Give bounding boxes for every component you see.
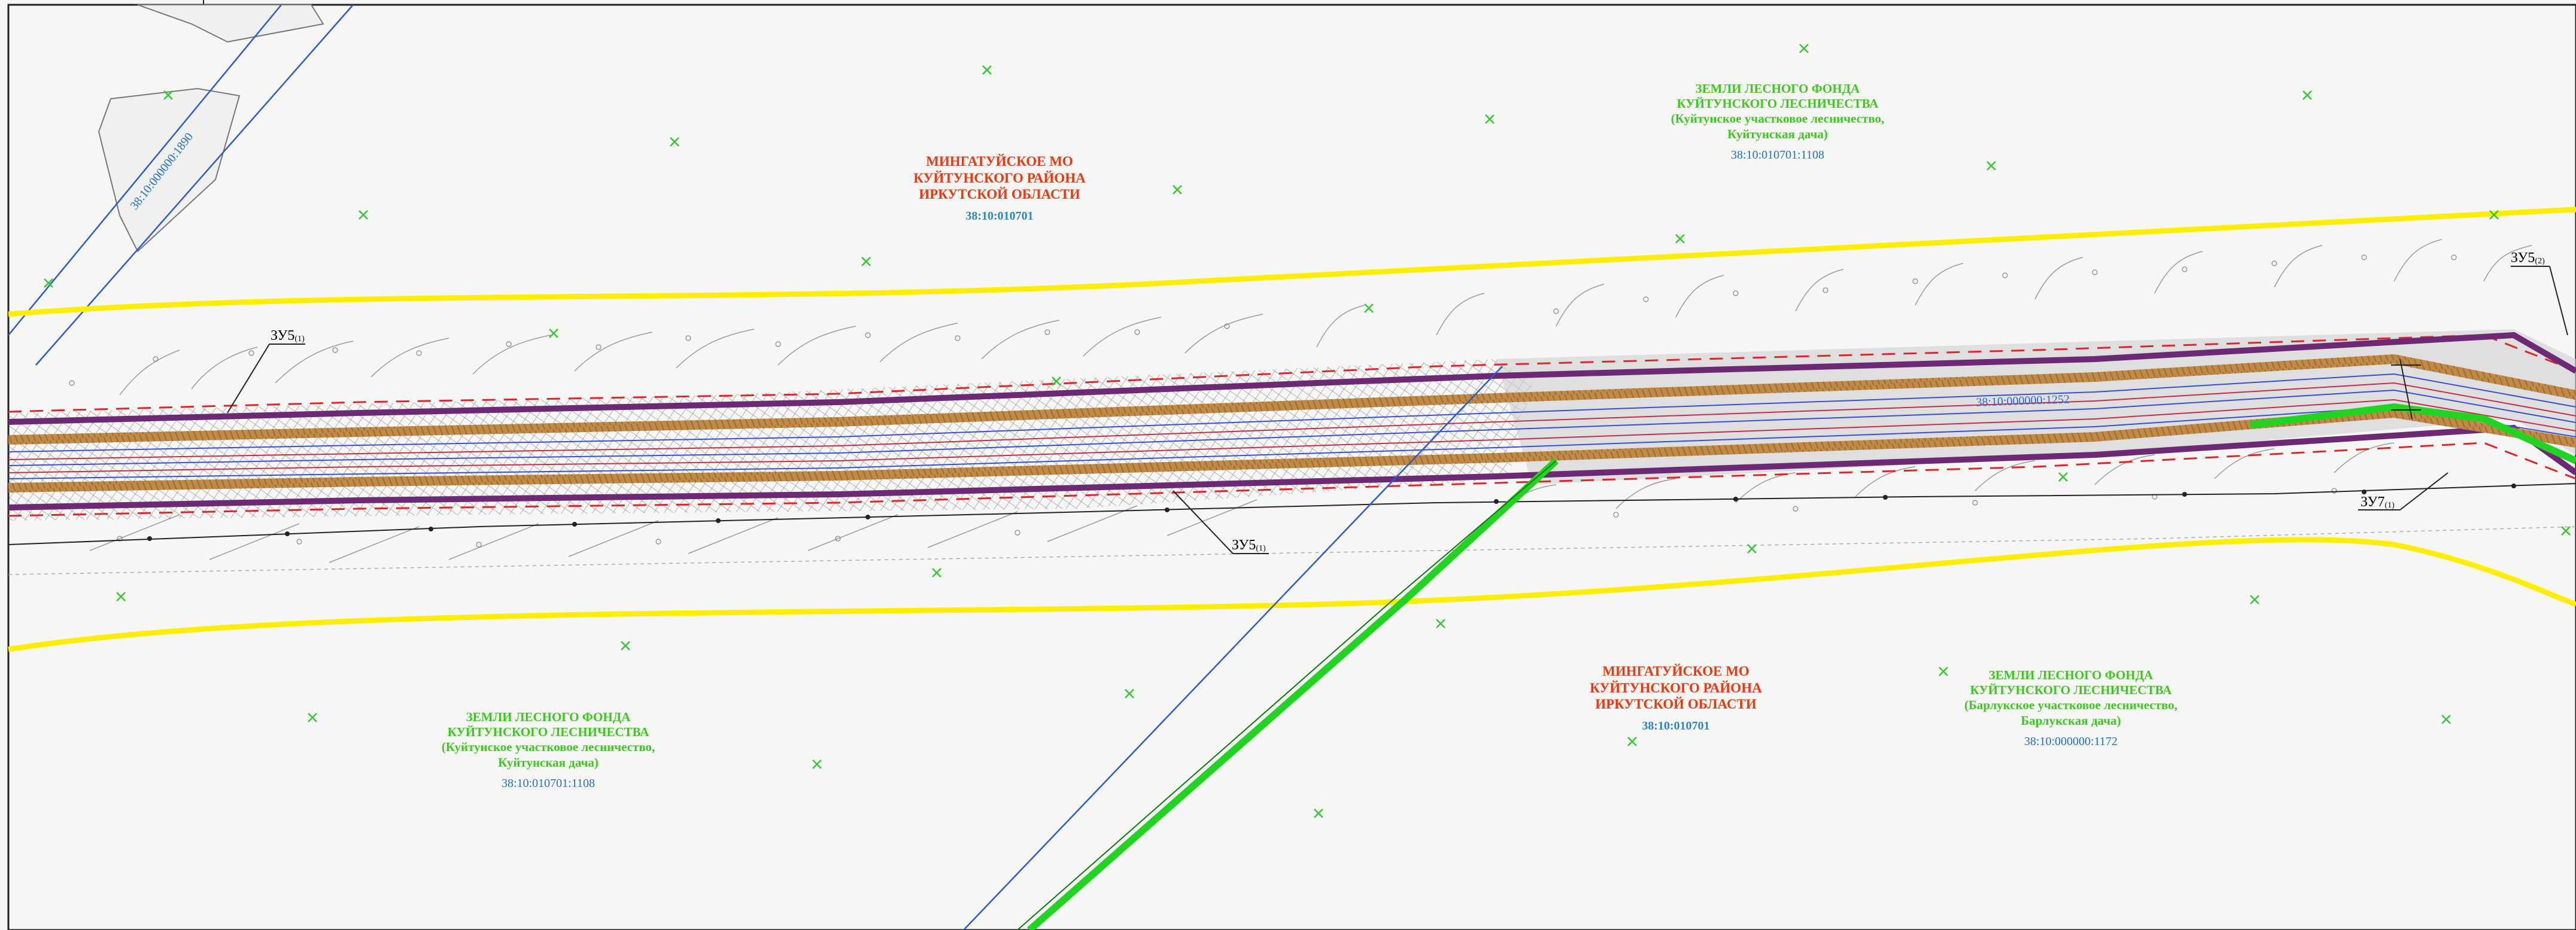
area-line: (Куйтунское участковое лесничество,	[441, 740, 655, 755]
cadastral-line-diagonal	[963, 366, 1503, 930]
vegetation-symbols	[69, 254, 2457, 548]
green-line-edge	[1017, 460, 1557, 930]
embankment-north-ticks	[8, 354, 2576, 445]
area-line: Барлукская дача)	[2021, 713, 2121, 728]
zone-leaders	[227, 266, 2568, 554]
zone-label-zu7-1: ЗУ7(1)	[2361, 494, 2395, 510]
area-code: 38:10:010701:1108	[502, 776, 595, 790]
red-dashed-south	[8, 442, 2576, 517]
area-line: ИРКУТСКОЙ ОБЛАСТИ	[919, 187, 1080, 202]
cadastral-line-nw-1	[8, 4, 282, 336]
red-dashed-north	[8, 334, 2576, 413]
area-line: ЗЕМЛИ ЛЕСНОГО ФОНДА	[1695, 81, 1860, 96]
area-code: 38:10:010701	[1642, 719, 1710, 733]
area-line: КУЙТУНСКОГО РАЙОНА	[1590, 680, 1762, 695]
parcel-outline-north	[137, 4, 324, 43]
parcel-outline-nw	[98, 87, 241, 253]
area-code: 38:10:000000:1172	[2024, 734, 2118, 748]
utility-line	[8, 483, 2576, 545]
dotted-line-south	[8, 526, 2576, 575]
area-label-forest-se: ЗЕМЛИ ЛЕСНОГО ФОНДА КУЙТУНСКОГО ЛЕСНИЧЕС…	[1921, 668, 2220, 749]
area-line: ЗЕМЛИ ЛЕСНОГО ФОНДА	[1988, 668, 2153, 682]
area-label-mo-north: МИНГАТУЙСКОЕ МО КУЙТУНСКОГО РАЙОНА ИРКУТ…	[856, 153, 1143, 223]
zone-sub: (1)	[294, 335, 305, 344]
area-line: ЗЕМЛИ ЛЕСНОГО ФОНДА	[466, 710, 631, 724]
boundary-north	[8, 206, 2576, 317]
area-line: МИНГАТУЙСКОЕ МО	[1602, 664, 1749, 679]
utility-markers	[147, 484, 2516, 541]
boundary-south	[8, 537, 2576, 652]
area-line: (Куйтунское участковое лесничество,	[1670, 111, 1885, 126]
area-line: КУЙТУНСКОГО ЛЕСНИЧЕСТВА	[1676, 96, 1879, 111]
zone-sub: (1)	[2384, 501, 2395, 510]
zone-main: ЗУ5	[1232, 537, 1256, 553]
area-label-forest-ne: ЗЕМЛИ ЛЕСНОГО ФОНДА КУЙТУНСКОГО ЛЕСНИЧЕС…	[1628, 81, 1927, 162]
area-line: КУЙТУНСКОГО ЛЕСНИЧЕСТВА	[1970, 683, 2172, 698]
tree-markers	[44, 44, 2571, 818]
area-line: КУЙТУНСКОГО РАЙОНА	[913, 170, 1086, 186]
area-line: КУЙТУНСКОГО ЛЕСНИЧЕСТВА	[447, 725, 649, 740]
zone-label-zu5-1-north: ЗУ5(1)	[271, 328, 305, 344]
cadastral-line-nw-2	[35, 4, 354, 366]
area-label-forest-sw: ЗЕМЛИ ЛЕСНОГО ФОНДА КУЙТУНСКОГО ЛЕСНИЧЕС…	[399, 710, 698, 791]
embankment-south-ticks	[8, 408, 2576, 493]
green-line-diagonal	[1027, 458, 1559, 930]
area-line: Куйтунская дача)	[498, 755, 599, 770]
parcel-label-road: 38:10:000000:1252	[1976, 393, 2070, 409]
zone-label-zu5-1-south: ЗУ5(1)	[1232, 537, 1266, 554]
area-line: МИНГАТУЙСКОЕ МО	[926, 154, 1073, 169]
zone-label-zu5-2: ЗУ5(2)	[2511, 250, 2545, 266]
road-edge-north	[8, 332, 2576, 425]
zone-main: ЗУ5	[2511, 250, 2535, 266]
zone-sub: (1)	[1256, 544, 1266, 553]
area-line: (Барлукское участковое лесничество,	[1964, 698, 2178, 713]
area-code: 38:10:010701	[965, 209, 1034, 223]
zone-main: ЗУ5	[271, 328, 295, 344]
zone-main: ЗУ7	[2361, 494, 2385, 510]
zone-sub: (2)	[2535, 257, 2545, 266]
area-line: ИРКУТСКОЙ ОБЛАСТИ	[1595, 697, 1757, 712]
area-code: 38:10:010701:1108	[1731, 148, 1824, 162]
area-line: Куйтунская дача)	[1727, 126, 1828, 141]
area-label-mo-south: МИНГАТУЙСКОЕ МО КУЙТУНСКОГО РАЙОНА ИРКУТ…	[1532, 663, 1819, 733]
green-line-east	[2250, 403, 2576, 464]
